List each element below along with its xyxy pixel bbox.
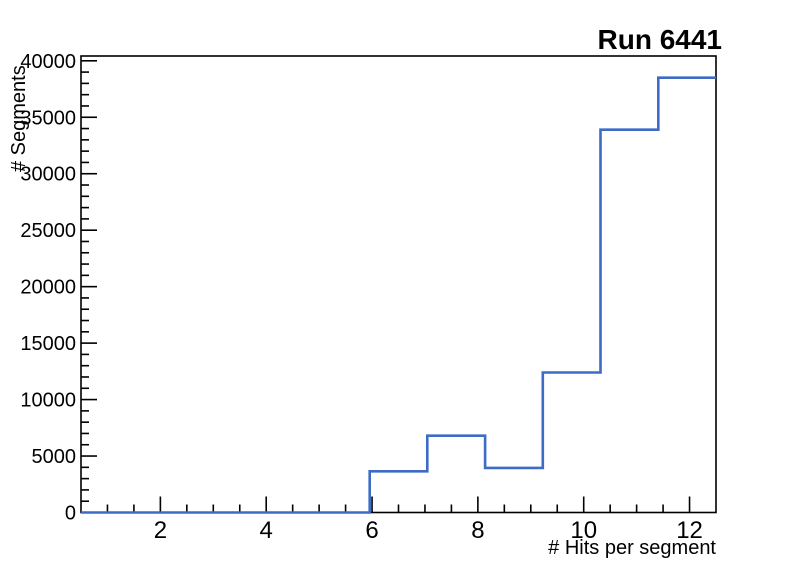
y-tick-label: 25000 bbox=[20, 220, 76, 242]
chart-title: Run 6441 bbox=[597, 24, 723, 55]
y-tick-label: 30000 bbox=[20, 164, 76, 186]
y-tick-label: 0 bbox=[65, 503, 76, 525]
y-tick-label: 5000 bbox=[32, 446, 77, 468]
y-axis: 0 5000 10000 15000 20000 25000 30000 35000 40000 bbox=[20, 51, 97, 525]
x-tick-label: 4 bbox=[260, 517, 273, 544]
y-tick-label: 10000 bbox=[20, 390, 76, 412]
plot-frame bbox=[80, 55, 717, 514]
x-tick-label: 2 bbox=[154, 517, 167, 544]
x-tick-label: 10 bbox=[570, 517, 597, 544]
x-tick-label: 8 bbox=[471, 517, 484, 544]
y-tick-label: 35000 bbox=[20, 107, 76, 129]
y-tick-label: 40000 bbox=[20, 51, 76, 73]
x-tick-label: 6 bbox=[365, 517, 378, 544]
y-axis-title: # Segments bbox=[8, 65, 30, 172]
x-axis: 2 4 6 8 10 12 bbox=[106, 496, 703, 544]
y-tick-label: 15000 bbox=[20, 333, 76, 355]
x-axis-title: # Hits per segment bbox=[548, 537, 716, 559]
y-tick-label: 20000 bbox=[20, 277, 76, 299]
histogram-line bbox=[81, 76, 716, 514]
x-tick-label: 12 bbox=[676, 517, 703, 544]
